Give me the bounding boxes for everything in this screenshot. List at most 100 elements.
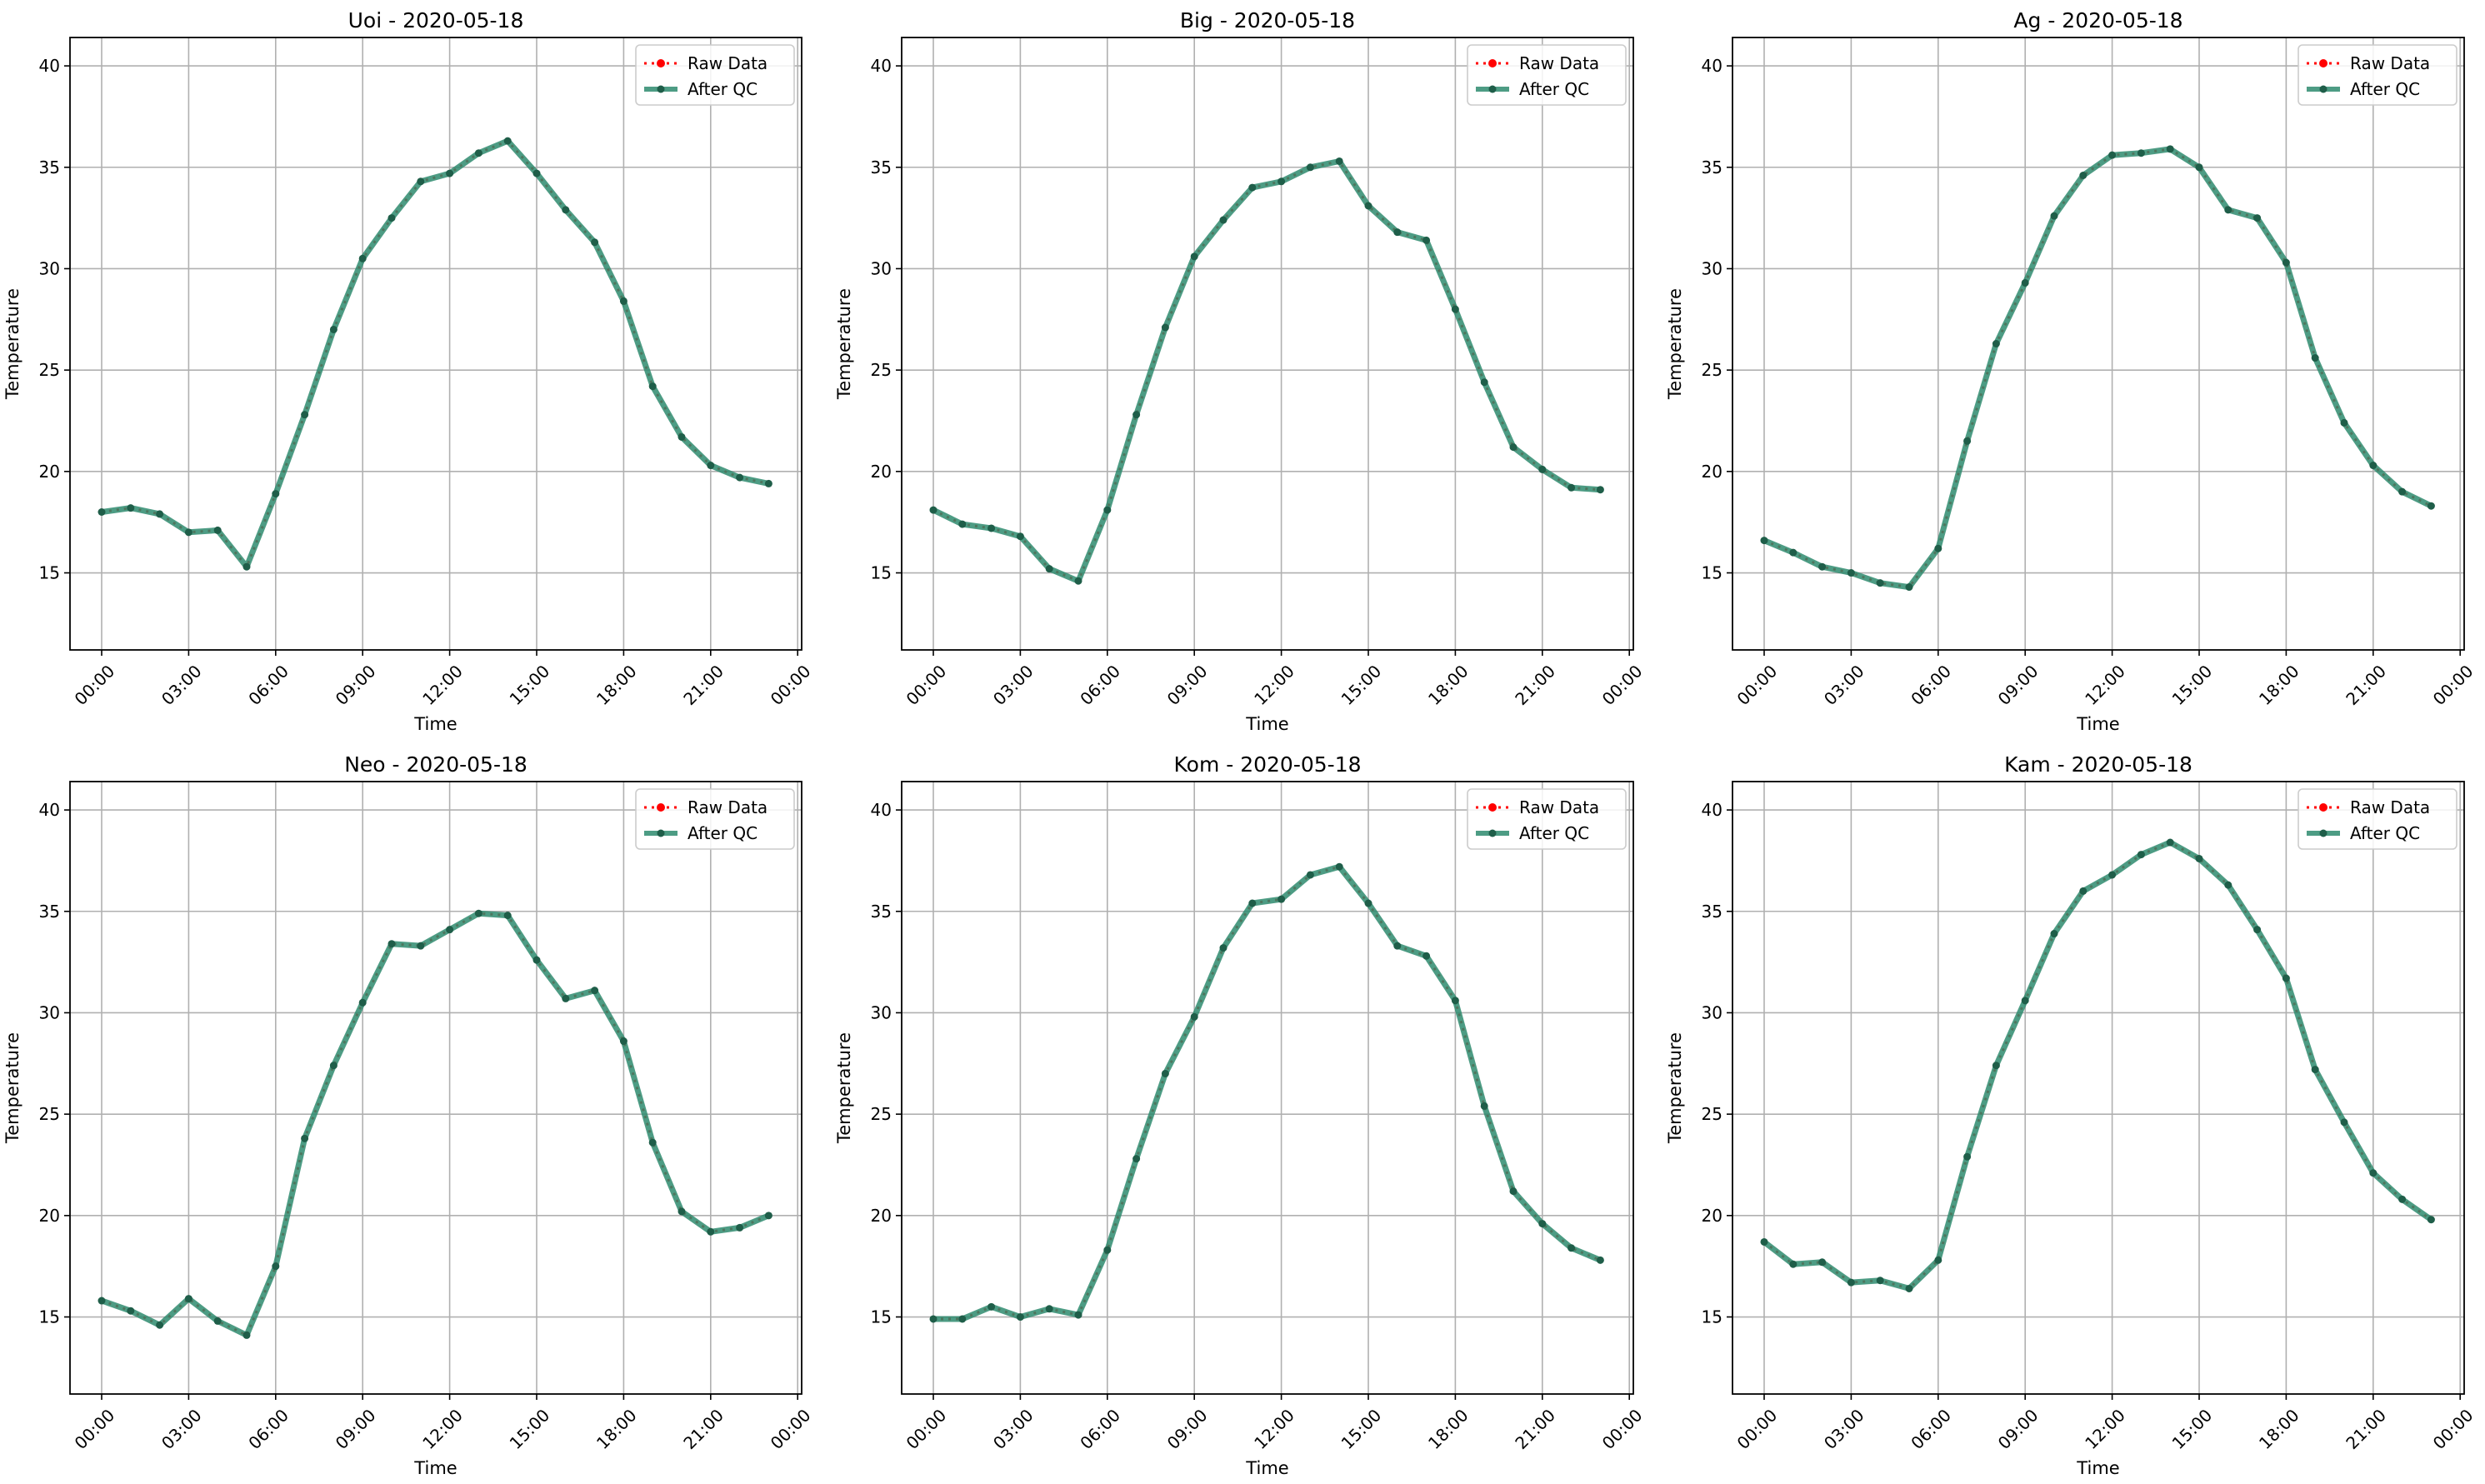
x-tick-label: 21:00 bbox=[1511, 661, 1559, 709]
data-point-after-qc bbox=[98, 1297, 106, 1305]
plot-frame bbox=[69, 781, 802, 1395]
y-axis-label: Temperature bbox=[2, 288, 22, 400]
data-point-after-qc bbox=[388, 940, 396, 948]
x-tick-label: 09:00 bbox=[1994, 1405, 2042, 1453]
data-point-after-qc bbox=[242, 562, 251, 571]
data-point-after-qc bbox=[1219, 216, 1228, 224]
plot-frame bbox=[1732, 37, 2465, 651]
y-tick-label: 25 bbox=[39, 1104, 60, 1124]
data-point-after-qc bbox=[1934, 1256, 1942, 1264]
data-point-after-qc bbox=[1905, 583, 1913, 592]
x-tick-label: 12:00 bbox=[1250, 1405, 1298, 1453]
data-point-after-qc bbox=[98, 508, 106, 517]
data-point-after-qc bbox=[2282, 974, 2290, 982]
data-point-after-qc bbox=[1568, 1244, 1576, 1252]
chart-title: Neo - 2020-05-18 bbox=[344, 752, 528, 777]
data-point-after-qc bbox=[562, 994, 570, 1002]
legend-label-after-qc: After QC bbox=[688, 823, 758, 843]
y-axis-label: Temperature bbox=[2, 1032, 22, 1144]
data-point-after-qc bbox=[2224, 206, 2232, 214]
y-tick-label: 25 bbox=[871, 360, 892, 380]
series-line-raw-data bbox=[101, 139, 769, 570]
data-point-after-qc bbox=[474, 909, 482, 917]
data-point-after-qc bbox=[1451, 305, 1459, 313]
data-point-after-qc bbox=[2340, 1118, 2348, 1127]
data-point-after-qc bbox=[1132, 1155, 1141, 1163]
x-tick-label: 12:00 bbox=[1250, 661, 1298, 709]
x-tick-label: 18:00 bbox=[1424, 661, 1472, 709]
data-point-after-qc bbox=[1045, 565, 1053, 573]
x-tick-label: 15:00 bbox=[506, 1405, 554, 1453]
data-point-after-qc bbox=[591, 987, 599, 995]
data-point-after-qc bbox=[1364, 202, 1372, 210]
data-point-after-qc bbox=[1934, 544, 1942, 552]
y-tick-label: 20 bbox=[871, 462, 892, 482]
data-point-after-qc bbox=[1161, 1069, 1169, 1077]
chart-title: Big - 2020-05-18 bbox=[1180, 8, 1355, 32]
x-tick-label: 06:00 bbox=[1907, 1405, 1955, 1453]
x-tick-label: 00:00 bbox=[1598, 661, 1647, 709]
data-point-after-qc bbox=[648, 1138, 657, 1147]
data-point-after-qc bbox=[1045, 1305, 1053, 1313]
legend-label-raw-data: Raw Data bbox=[2350, 53, 2430, 73]
x-tick-label: 21:00 bbox=[1511, 1405, 1559, 1453]
data-point-after-qc bbox=[2166, 838, 2174, 847]
data-point-after-qc bbox=[532, 956, 541, 964]
gridlines bbox=[1732, 37, 2464, 650]
x-tick-label: 21:00 bbox=[679, 1405, 728, 1453]
y-tick-label: 30 bbox=[1702, 1002, 1722, 1022]
x-tick-label: 18:00 bbox=[2255, 1405, 2303, 1453]
legend-marker-after-qc bbox=[657, 85, 665, 93]
data-point-after-qc bbox=[2398, 1195, 2407, 1203]
data-point-after-qc bbox=[329, 1062, 338, 1070]
legend-marker-after-qc bbox=[657, 829, 665, 837]
series-line-raw-data bbox=[1763, 147, 2432, 589]
data-point-after-qc bbox=[388, 214, 396, 222]
data-point-after-qc bbox=[1103, 506, 1112, 514]
legend-label-raw-data: Raw Data bbox=[2350, 797, 2430, 817]
data-point-after-qc bbox=[1074, 1311, 1082, 1319]
y-tick-label: 15 bbox=[1702, 1307, 1722, 1327]
y-tick-label: 30 bbox=[871, 1002, 892, 1022]
y-tick-label: 35 bbox=[871, 902, 892, 922]
data-point-after-qc bbox=[1509, 443, 1518, 452]
data-point-after-qc bbox=[736, 473, 744, 482]
y-tick-label: 25 bbox=[1702, 360, 1722, 380]
x-axis-label: Time bbox=[413, 714, 457, 734]
x-tick-label: 00:00 bbox=[1733, 661, 1782, 709]
x-axis-label: Time bbox=[413, 1458, 457, 1478]
series-line-raw-data bbox=[932, 159, 1601, 583]
x-tick-label: 00:00 bbox=[1733, 1405, 1782, 1453]
chart-panel-6: 15 20 25 30 35 40 00:00 03:00 06:00 09:00 12:00 15:… bbox=[1665, 752, 2477, 1478]
x-tick-label: 09:00 bbox=[1163, 1405, 1212, 1453]
data-point-after-qc bbox=[2137, 851, 2145, 859]
data-point-after-qc bbox=[1016, 532, 1024, 541]
chart-title: Uoi - 2020-05-18 bbox=[348, 8, 524, 32]
series-markers bbox=[1760, 838, 2435, 1292]
y-tick-label: 20 bbox=[871, 1206, 892, 1226]
data-point-after-qc bbox=[2427, 1216, 2435, 1224]
data-point-after-qc bbox=[2195, 163, 2203, 172]
x-tick-label: 06:00 bbox=[1907, 661, 1955, 709]
data-point-after-qc bbox=[2282, 258, 2290, 267]
legend-marker-raw-data bbox=[2319, 803, 2328, 812]
data-point-after-qc bbox=[562, 206, 570, 214]
data-point-after-qc bbox=[1219, 944, 1228, 952]
x-tick-label: 00:00 bbox=[71, 1405, 119, 1453]
data-point-after-qc bbox=[1306, 871, 1314, 879]
series-line-after-qc bbox=[933, 863, 1602, 1322]
data-point-after-qc bbox=[1538, 465, 1547, 473]
x-tick-label: 18:00 bbox=[592, 1405, 641, 1453]
data-point-after-qc bbox=[988, 1302, 996, 1311]
y-tick-label: 40 bbox=[1702, 800, 1722, 820]
chart-panel-5: 15 20 25 30 35 40 00:00 03:00 06:00 09:00 12:00 15:… bbox=[834, 752, 1646, 1478]
x-tick-label: 00:00 bbox=[71, 661, 119, 709]
legend-label-after-qc: After QC bbox=[1519, 79, 1589, 99]
data-point-after-qc bbox=[2427, 502, 2435, 510]
data-point-after-qc bbox=[358, 254, 367, 262]
data-point-after-qc bbox=[1190, 1012, 1198, 1021]
data-point-after-qc bbox=[1847, 1278, 1855, 1287]
y-tick-label: 20 bbox=[1702, 1206, 1722, 1226]
x-tick-label: 12:00 bbox=[2081, 1405, 2129, 1453]
